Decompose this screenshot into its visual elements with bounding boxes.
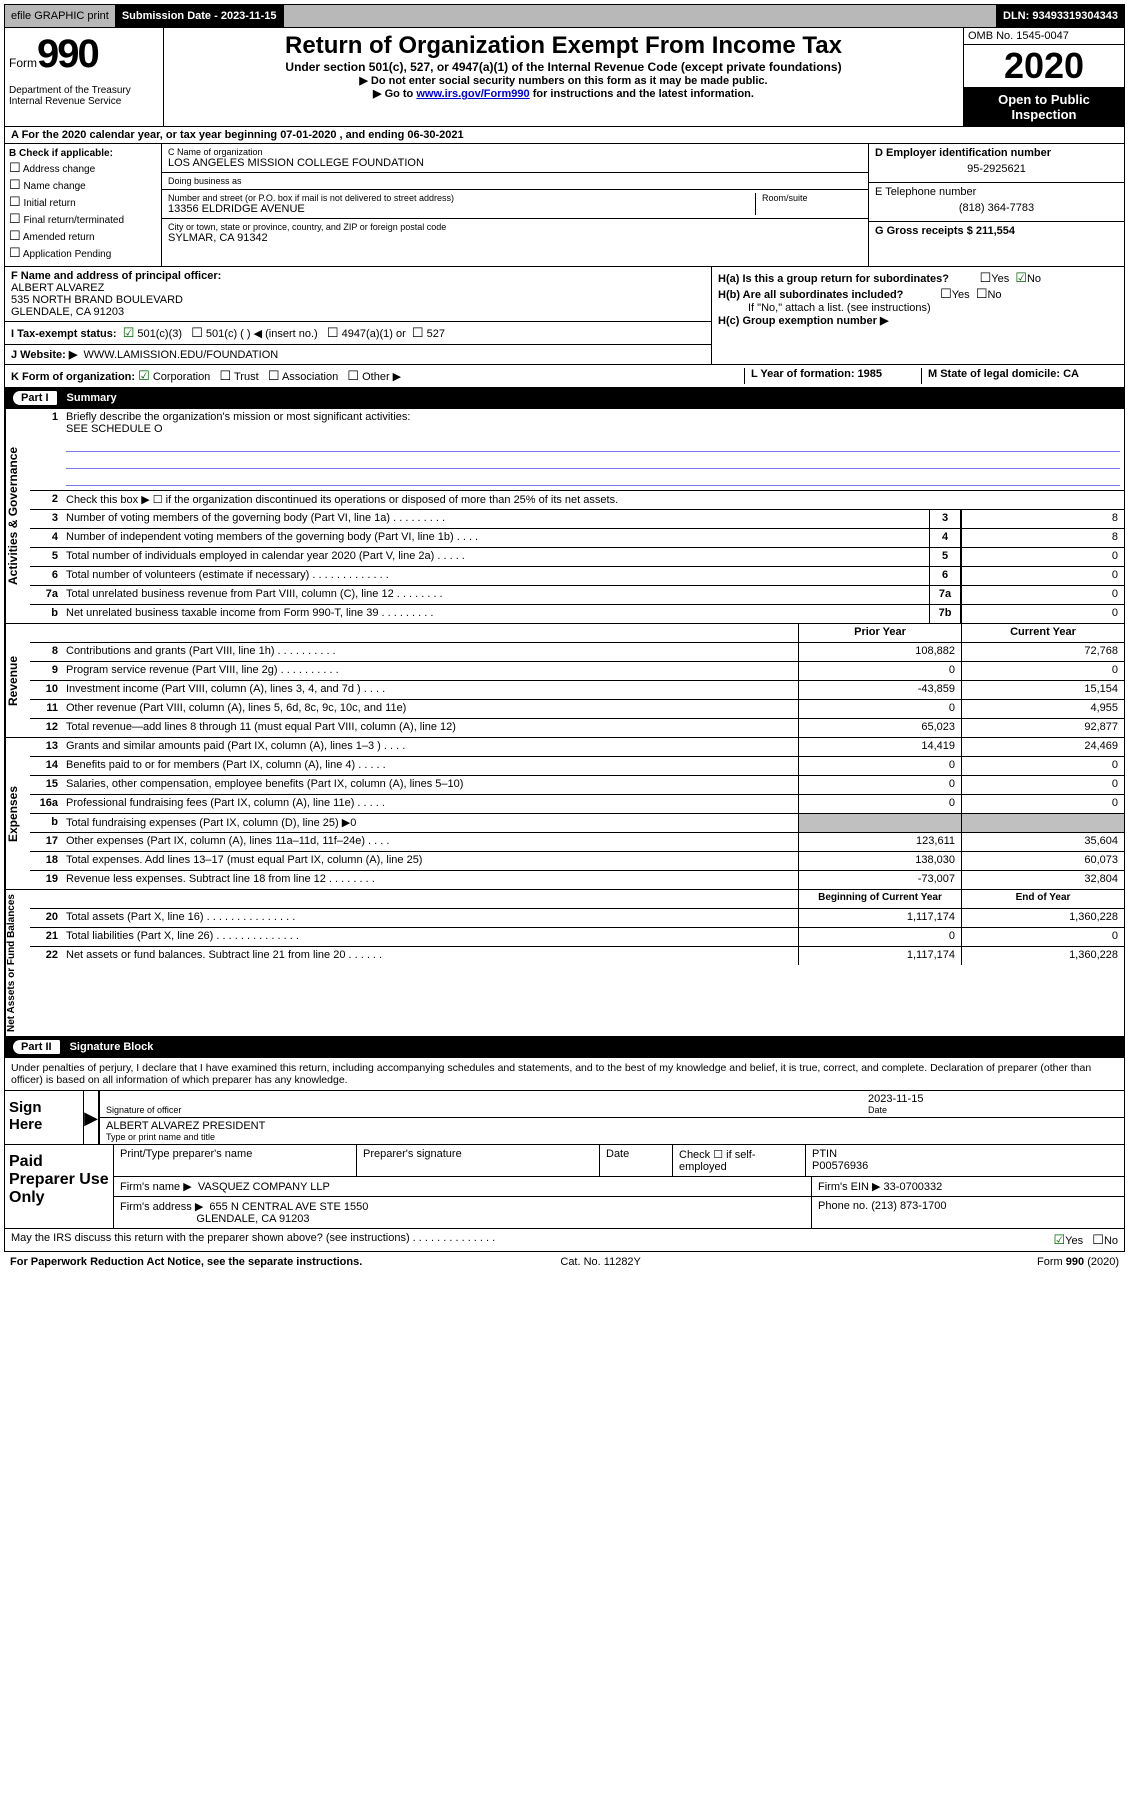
form-990-label: Form990 xyxy=(9,32,159,77)
discuss-row: May the IRS discuss this return with the… xyxy=(4,1229,1125,1252)
group-return-cell: H(a) Is this a group return for subordin… xyxy=(712,267,1124,364)
footer: For Paperwork Reduction Act Notice, see … xyxy=(4,1252,1125,1272)
instruction-2: ▶ Go to www.irs.gov/Form990 for instruct… xyxy=(172,87,955,100)
form-subtitle: Under section 501(c), 527, or 4947(a)(1)… xyxy=(172,60,955,74)
efile-label[interactable]: efile GRAPHIC print xyxy=(5,5,116,27)
tax-year: 2020 xyxy=(964,45,1124,88)
summary-governance: Activities & Governance 1 Briefly descri… xyxy=(4,409,1125,624)
dba-cell: Doing business as xyxy=(162,173,868,190)
dln: DLN: 93493319304343 xyxy=(996,5,1124,27)
officer-cell: F Name and address of principal officer:… xyxy=(5,267,711,322)
address-cell: Number and street (or P.O. box if mail i… xyxy=(162,190,868,219)
section-bcd: B Check if applicable: Address change Na… xyxy=(4,144,1125,267)
cb-amended[interactable]: Amended return xyxy=(9,228,157,244)
row-a-period: A For the 2020 calendar year, or tax yea… xyxy=(4,127,1125,144)
gross-cell: G Gross receipts $ 211,554 xyxy=(869,222,1124,240)
website-cell: J Website: ▶ WWW.LAMISSION.EDU/FOUNDATIO… xyxy=(5,345,711,364)
sign-here-block: Sign Here ▶ Signature of officer 2023-11… xyxy=(4,1091,1125,1145)
cb-address-change[interactable]: Address change xyxy=(9,160,157,176)
cb-assoc[interactable] xyxy=(268,371,280,383)
summary-revenue: Revenue Prior YearCurrent Year 8Contribu… xyxy=(4,624,1125,738)
cb-4947[interactable] xyxy=(327,328,339,340)
ein-cell: D Employer identification number 95-2925… xyxy=(869,144,1124,183)
cb-other[interactable] xyxy=(347,371,359,383)
row-klm: K Form of organization: Corporation Trus… xyxy=(4,365,1125,388)
omb-number: OMB No. 1545-0047 xyxy=(964,28,1124,45)
section-fgh: F Name and address of principal officer:… xyxy=(4,267,1125,365)
cb-501c3[interactable] xyxy=(123,328,135,340)
cb-initial-return[interactable]: Initial return xyxy=(9,194,157,210)
cb-corp[interactable] xyxy=(138,371,150,383)
org-name-cell: C Name of organization LOS ANGELES MISSI… xyxy=(162,144,868,173)
part-1-header: Part ISummary xyxy=(4,388,1125,409)
perjury-text: Under penalties of perjury, I declare th… xyxy=(4,1058,1125,1091)
cb-discuss-no[interactable] xyxy=(1092,1235,1104,1247)
cb-final-return[interactable]: Final return/terminated xyxy=(9,211,157,227)
col-b-checkboxes: B Check if applicable: Address change Na… xyxy=(5,144,162,266)
inspection-label: Open to Public Inspection xyxy=(964,88,1124,126)
tax-exempt-cell: I Tax-exempt status: 501(c)(3) 501(c) ( … xyxy=(5,322,711,345)
cb-527[interactable] xyxy=(412,328,424,340)
cb-application-pending[interactable]: Application Pending xyxy=(9,245,157,261)
cb-name-change[interactable]: Name change xyxy=(9,177,157,193)
irs-link[interactable]: www.irs.gov/Form990 xyxy=(416,88,529,100)
form-title: Return of Organization Exempt From Incom… xyxy=(172,32,955,60)
cb-discuss-yes[interactable] xyxy=(1054,1235,1066,1247)
form-header: Form990 Department of the Treasury Inter… xyxy=(4,28,1125,127)
part-2-header: Part IISignature Block xyxy=(4,1037,1125,1058)
tel-cell: E Telephone number (818) 364-7783 xyxy=(869,183,1124,222)
summary-net: Net Assets or Fund Balances Beginning of… xyxy=(4,890,1125,1037)
summary-expenses: Expenses 13Grants and similar amounts pa… xyxy=(4,738,1125,890)
top-bar: efile GRAPHIC print Submission Date - 20… xyxy=(4,4,1125,28)
cb-trust[interactable] xyxy=(219,371,231,383)
submission-date: Submission Date - 2023-11-15 xyxy=(116,5,284,27)
dept-label: Department of the Treasury Internal Reve… xyxy=(9,85,159,107)
cb-501c[interactable] xyxy=(191,328,203,340)
instruction-1: ▶ Do not enter social security numbers o… xyxy=(172,74,955,87)
paid-preparer-block: Paid Preparer Use Only Print/Type prepar… xyxy=(4,1145,1125,1229)
city-cell: City or town, state or province, country… xyxy=(162,219,868,247)
